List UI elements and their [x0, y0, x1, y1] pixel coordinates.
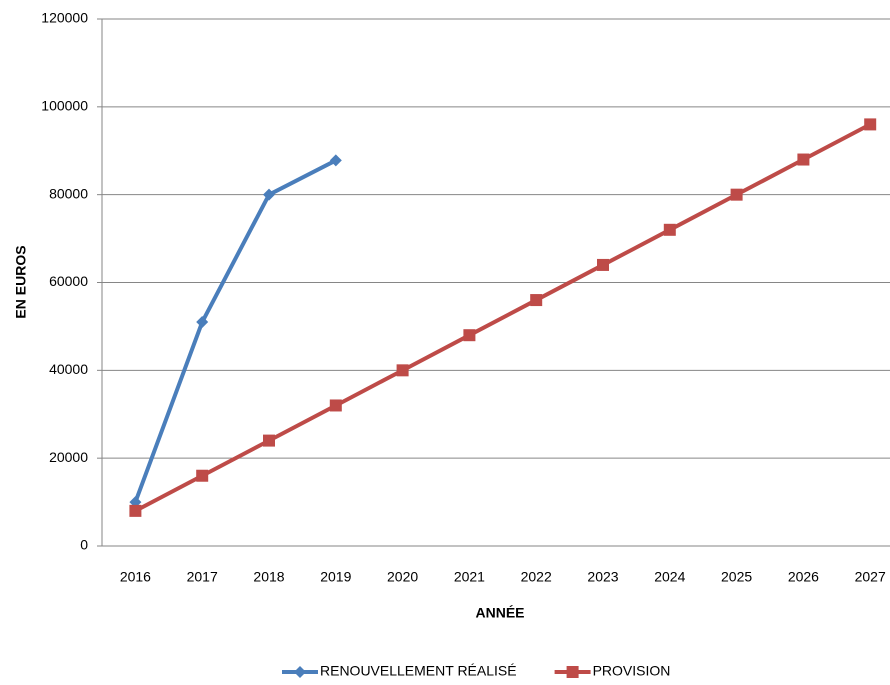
- marker: [396, 364, 409, 377]
- y-tick-label: 40000: [49, 361, 88, 377]
- legend-marker: [294, 666, 306, 678]
- legend-marker: [566, 666, 579, 678]
- marker: [864, 118, 877, 131]
- y-tick-label: 0: [80, 537, 88, 553]
- x-axis-title: ANNÉE: [475, 605, 524, 621]
- marker: [463, 329, 476, 342]
- marker: [263, 188, 275, 201]
- marker: [196, 316, 209, 329]
- marker: [329, 399, 342, 412]
- series-line: [134, 122, 872, 513]
- y-tick-label: 20000: [49, 449, 88, 465]
- x-tick-label: 2019: [320, 569, 351, 585]
- x-tick-label: 2023: [587, 569, 618, 585]
- x-tick-label: 2027: [855, 569, 886, 585]
- marker: [530, 294, 543, 307]
- x-tick-label: 2025: [721, 569, 752, 585]
- marker: [730, 188, 743, 201]
- y-axis-title: EN EUROS: [13, 245, 29, 318]
- legend-label: PROVISION: [593, 663, 671, 679]
- y-tick-label: 100000: [41, 98, 88, 114]
- x-tick-label: 2017: [187, 569, 218, 585]
- x-tick-label: 2020: [387, 569, 418, 585]
- legend-label: RENOUVELLEMENT RÉALISÉ: [320, 663, 517, 679]
- marker: [263, 434, 275, 447]
- y-tick-label: 60000: [49, 273, 88, 289]
- x-tick-label: 2022: [521, 569, 552, 585]
- marker: [129, 504, 142, 517]
- marker: [196, 469, 209, 482]
- y-tick-label: 80000: [49, 185, 88, 201]
- marker: [797, 153, 810, 166]
- x-tick-label: 2018: [253, 569, 284, 585]
- x-tick-label: 2016: [120, 569, 151, 585]
- x-tick-label: 2024: [654, 569, 685, 585]
- marker: [663, 223, 676, 236]
- series-line: [133, 158, 337, 503]
- x-tick-label: 2021: [454, 569, 485, 585]
- x-tick-label: 2026: [788, 569, 819, 585]
- marker: [329, 154, 342, 167]
- y-tick-label: 120000: [41, 10, 88, 26]
- marker: [597, 258, 609, 271]
